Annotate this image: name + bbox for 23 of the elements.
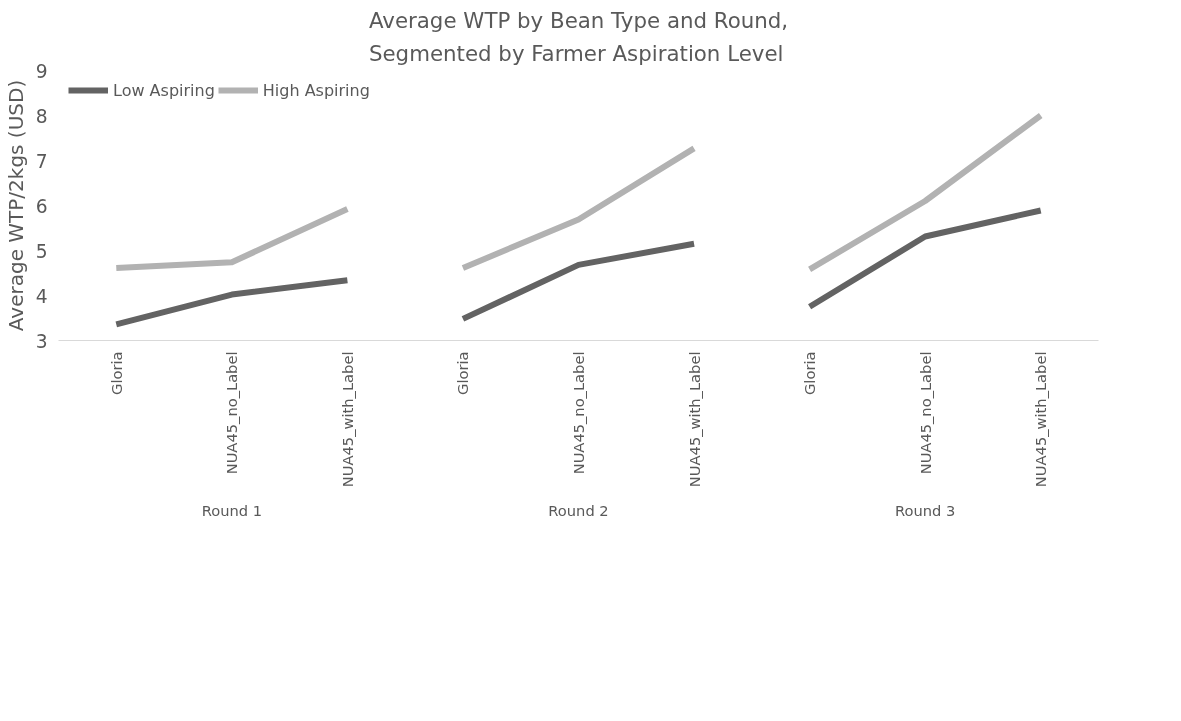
x-tick-label: NUA45_no_Label — [916, 351, 934, 475]
y-tick-label: 6 — [35, 195, 48, 217]
y-tick-label: 7 — [35, 150, 48, 172]
y-tick-label: 9 — [35, 60, 48, 82]
x-tick-label: NUA45_no_Label — [570, 351, 587, 475]
text: Round 1 — [201, 501, 263, 519]
x-tick-label: NUA45_with_Label — [1032, 351, 1050, 488]
y-tick-label: 8 — [35, 105, 48, 127]
text: Round 3 — [894, 501, 956, 519]
x-tick-label: Gloria — [107, 351, 125, 395]
x-tick-label: Gloria — [801, 351, 819, 395]
x-tick-label: Gloria — [454, 351, 472, 395]
y-tick-label: 5 — [35, 240, 48, 262]
chart-title: Average WTP by Bean Type and Round, Segmented by Farmer Aspiration Level — [368, 8, 789, 66]
x-tick-label: NUA45_no_Label — [223, 351, 241, 475]
x-tick-label: NUA45_with_Label — [338, 351, 356, 488]
legend-label: High Aspiring — [262, 80, 370, 100]
legend-label: Low Aspiring — [113, 80, 215, 100]
y-tick-label: 4 — [35, 285, 48, 307]
x-tick-label: NUA45_with_Label — [685, 351, 703, 488]
y-axis-title: Average WTP/2kgs (USD) — [3, 79, 28, 332]
y-tick-label: 3 — [35, 330, 48, 352]
text: Round 2 — [548, 501, 609, 519]
